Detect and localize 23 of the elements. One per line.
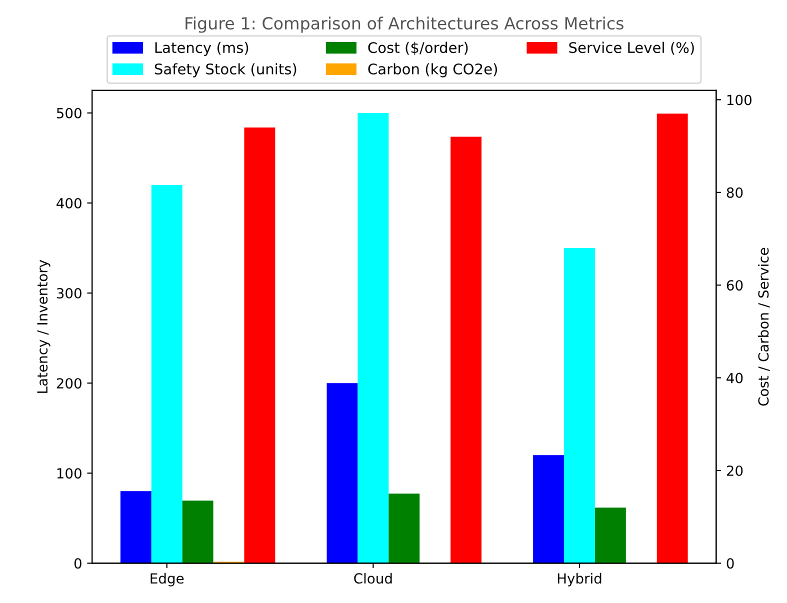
y2-tick-label: 20: [726, 465, 743, 476]
y-tick-label: 200: [56, 378, 82, 389]
y2-tick-label: 0: [726, 558, 734, 569]
y-axis-title: Latency / Inventory: [37, 260, 50, 393]
y-tick-label: 100: [57, 468, 82, 479]
x-tick-label: Cloud: [354, 572, 392, 584]
chart-title: Figure 1: Comparison of Architectures Across Metrics: [186, 16, 624, 33]
legend-label: Carbon (kg CO2e): [368, 63, 497, 78]
legend-label: Safety Stock (units): [154, 63, 296, 78]
y2-tick-label: 60: [726, 280, 743, 291]
legend-label: Cost ($/order): [368, 42, 468, 56]
x-tick-label: Hybrid: [558, 572, 602, 586]
y2-tick-label: 100: [727, 94, 752, 106]
y2-tick-label: 40: [726, 372, 743, 384]
y-tick-label: 500: [56, 108, 82, 118]
y-tick-label: 0: [74, 558, 82, 569]
y2-axis-title: Cost / Carbon / Service: [758, 248, 770, 406]
y-tick-label: 400: [56, 198, 82, 208]
x-tick-label: Edge: [150, 572, 184, 586]
y2-tick-label: 80: [726, 187, 743, 198]
y-tick-label: 300: [56, 288, 82, 299]
legend-label: Service Level (%): [569, 42, 694, 55]
legend-label: Latency (ms): [155, 42, 248, 56]
